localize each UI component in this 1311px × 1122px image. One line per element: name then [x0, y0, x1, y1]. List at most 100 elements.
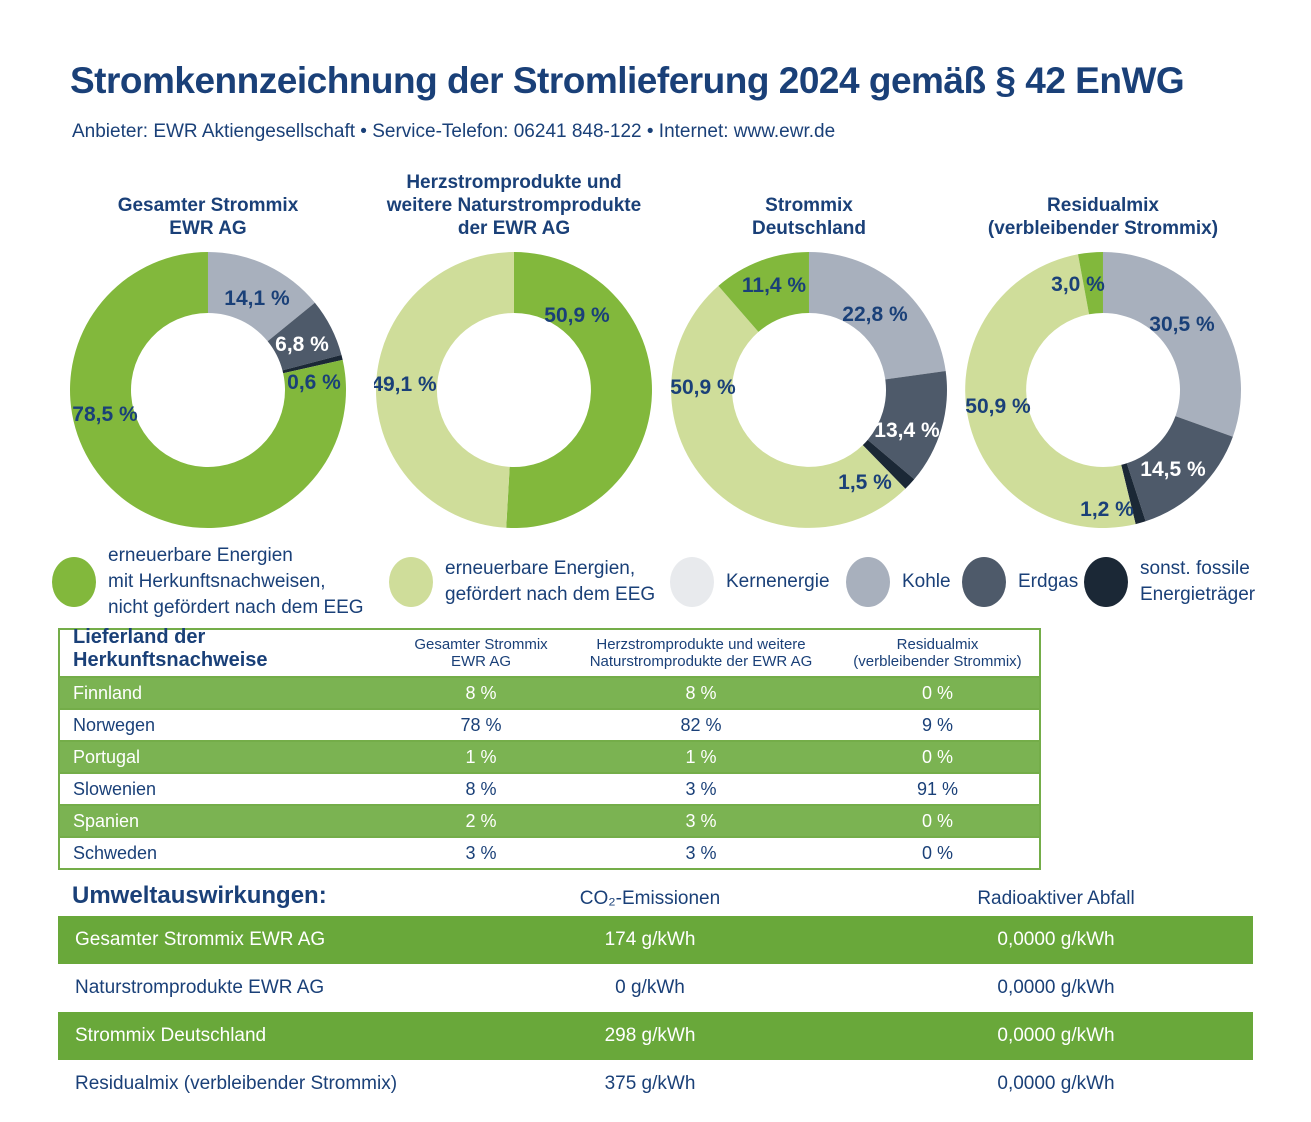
slice-label: 14,5 %	[1140, 458, 1206, 481]
chart-title-residualmix: Residualmix (verbleibender Strommix)	[987, 195, 1219, 239]
column-header-residualmix: Residualmix (verbleibender Strommix)	[853, 636, 1022, 670]
origin-table-title: Lieferland der Herkunftsnachweise	[73, 626, 268, 671]
value-cell: 8 %	[465, 778, 497, 799]
chart-title-strommix-deutschland: Strommix Deutschland	[751, 195, 867, 239]
value-cell: 8 %	[465, 682, 497, 703]
donut-slice	[809, 252, 946, 380]
country-cell: Slowenien	[73, 778, 157, 799]
donut-slice	[862, 439, 915, 489]
legend-label: erneuerbare Energien	[108, 545, 293, 566]
radioactive-value: 0,0000 g/kWh	[997, 1025, 1115, 1046]
donut-slice	[375, 252, 514, 528]
page-title: Stromkennzeichnung der Stromlieferung 20…	[70, 60, 1185, 101]
column-header-herzstromprodukte: Herzstromprodukte und weitere Naturstrom…	[589, 636, 813, 670]
donut-slice	[1121, 463, 1146, 525]
value-cell: 82 %	[680, 714, 722, 735]
donut-chart-strommix-deutschland: 22,8 % 13,4 % 1,5 % 50,9 % 11,4 %	[669, 250, 949, 530]
legend-item-sonst-fossile: sonst. fossile Energieträger	[1084, 543, 1255, 621]
table-row-slowenien: Slowenien 8 % 3 % 91 %	[60, 772, 1039, 804]
donut-slice	[965, 254, 1136, 528]
legend-label: erneuerbare Energien,	[445, 558, 636, 579]
donut-slice	[1077, 252, 1103, 315]
env-row-residualmix: Residualmix (verbleibender Strommix) 375…	[58, 1060, 1253, 1108]
value-cell: 3 %	[465, 842, 497, 863]
donut-slice	[267, 302, 342, 371]
chart-title-gesamter-strommix: Gesamter Strommix EWR AG	[117, 195, 299, 239]
legend-item-erdgas: Erdgas	[962, 543, 1078, 621]
table-row-portugal: Portugal 1 % 1 % 0 %	[60, 740, 1039, 772]
env-column-header-radioactive: Radioaktiver Abfall	[977, 888, 1135, 909]
table-row-norwegen: Norwegen 78 % 82 % 9 %	[60, 708, 1039, 740]
env-row-label: Naturstromprodukte EWR AG	[75, 977, 325, 998]
legend-swatch-light-green	[389, 557, 433, 607]
donut-slice	[70, 252, 347, 528]
donut-chart-herzstromprodukte: 50,9 % 49,1 %	[371, 250, 654, 530]
env-row-gesamter-strommix: Gesamter Strommix EWR AG 174 g/kWh 0,000…	[58, 916, 1253, 964]
slice-label: 6,8 %	[275, 333, 329, 356]
legend-swatch-coal	[846, 557, 890, 607]
donut-slice	[867, 370, 947, 480]
legend-swatch-green	[52, 557, 96, 607]
legend-label: sonst. fossile	[1140, 558, 1250, 579]
slice-label: 3,0 %	[1051, 273, 1105, 296]
legend-item-renewable-certified: erneuerbare Energien mit Herkunftsnachwe…	[52, 543, 364, 621]
donut-slice	[718, 252, 809, 332]
slice-label: 49,1 %	[374, 373, 437, 396]
donut-chart-gesamter-strommix: 14,1 % 6,8 % 0,6 % 78,5 %	[68, 250, 348, 530]
slice-label: 78,5 %	[72, 403, 138, 426]
slice-label: 50,9 %	[544, 304, 610, 327]
radioactive-value: 0,0000 g/kWh	[997, 929, 1115, 950]
country-cell: Schweden	[73, 842, 158, 863]
value-cell: 91 %	[916, 778, 959, 799]
country-cell: Portugal	[73, 746, 141, 767]
value-cell: 1 %	[465, 746, 497, 767]
slice-label: 0,6 %	[287, 371, 341, 394]
value-cell: 1 %	[685, 746, 717, 767]
legend-swatch-nuclear	[670, 557, 714, 607]
slice-label: 30,5 %	[1149, 313, 1215, 336]
origin-table: Lieferland der Herkunftsnachweise Gesamt…	[58, 626, 1041, 870]
radioactive-value: 0,0000 g/kWh	[997, 977, 1115, 998]
env-row-label: Residualmix (verbleibender Strommix)	[75, 1073, 398, 1094]
chart-title-herzstromprodukte: Herzstromprodukte und weitere Naturstrom…	[386, 172, 642, 239]
slice-label: 14,1 %	[224, 287, 290, 310]
value-cell: 0 %	[921, 682, 954, 703]
value-cell: 8 %	[685, 682, 717, 703]
radioactive-value: 0,0000 g/kWh	[997, 1073, 1115, 1094]
legend-label: Kernenergie	[726, 571, 830, 592]
donut-slice	[282, 354, 343, 374]
origin-table-header: Lieferland der Herkunftsnachweise Gesamt…	[60, 626, 1039, 676]
country-cell: Spanien	[73, 810, 140, 831]
donut-slice	[1126, 416, 1233, 522]
env-row-label: Gesamter Strommix EWR AG	[75, 929, 326, 950]
env-row-naturstromprodukte: Naturstromprodukte EWR AG 0 g/kWh 0,0000…	[58, 964, 1253, 1012]
legend-swatch-gas	[962, 557, 1006, 607]
value-cell: 0 %	[921, 810, 954, 831]
co2-value: 298 g/kWh	[604, 1025, 696, 1046]
value-cell: 9 %	[921, 714, 954, 735]
legend-item-kohle: Kohle	[846, 543, 951, 621]
donut-slice	[1103, 252, 1241, 437]
slice-label: 1,2 %	[1080, 498, 1134, 521]
env-section-title: Umweltauswirkungen:	[72, 882, 327, 909]
env-row-label: Strommix Deutschland	[75, 1025, 267, 1046]
table-row-spanien: Spanien 2 % 3 % 0 %	[60, 804, 1039, 836]
donut-chart-residualmix: 30,5 % 14,5 % 1,2 % 50,9 % 3,0 %	[963, 250, 1243, 530]
slice-label: 1,5 %	[838, 471, 892, 494]
slice-label: 50,9 %	[670, 376, 736, 399]
legend-label: Kohle	[902, 571, 951, 592]
country-cell: Norwegen	[73, 714, 156, 735]
value-cell: 2 %	[465, 810, 497, 831]
value-cell: 3 %	[685, 778, 717, 799]
column-header-gesamter-strommix: Gesamter Strommix EWR AG	[414, 636, 548, 670]
slice-label: 13,4 %	[874, 419, 940, 442]
co2-value: 0 g/kWh	[615, 977, 685, 998]
donut-slice	[671, 285, 906, 528]
env-row-strommix-deutschland: Strommix Deutschland 298 g/kWh 0,0000 g/…	[58, 1012, 1253, 1060]
co2-value: 174 g/kWh	[604, 929, 696, 950]
legend-item-kernenergie: Kernenergie	[670, 543, 830, 621]
legend-label: Erdgas	[1018, 571, 1079, 592]
slice-label: 11,4 %	[742, 274, 807, 297]
donut-slice	[506, 252, 652, 528]
